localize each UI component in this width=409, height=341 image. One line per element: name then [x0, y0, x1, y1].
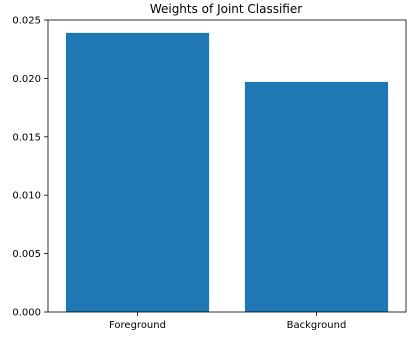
chart-title: Weights of Joint Classifier — [150, 2, 302, 16]
y-tick-label: 0.010 — [12, 191, 41, 202]
y-tick-label: 0.005 — [12, 249, 41, 260]
bar-background — [244, 81, 389, 313]
bar-foreground — [65, 32, 210, 312]
axes-layer: Foreground Background 0.000 0.005 0.010 0.015… — [12, 16, 407, 331]
y-tick-label: 0.000 — [12, 308, 41, 319]
y-tick-label: 0.015 — [12, 132, 41, 143]
y-tick-label: 0.020 — [12, 74, 41, 85]
bars-layer — [65, 32, 389, 313]
x-tick-label: Foreground — [109, 320, 166, 331]
x-tick-label: Background — [287, 320, 347, 331]
y-tick-label: 0.025 — [12, 16, 41, 27]
plot-frame — [47, 19, 407, 313]
